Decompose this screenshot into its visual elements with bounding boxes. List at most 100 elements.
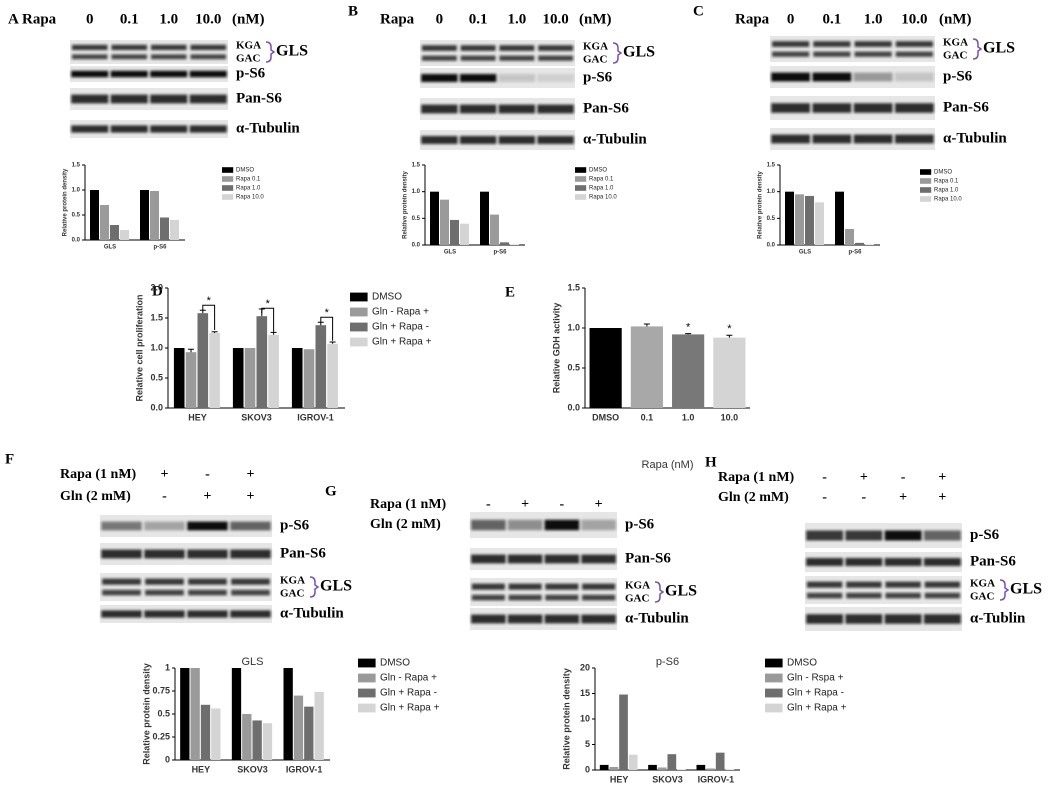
- bar: [480, 191, 489, 245]
- blot-band: [471, 519, 506, 531]
- panel-letter: F: [5, 451, 14, 467]
- y-tick-label: 0.0: [767, 243, 776, 249]
- blot-band: [813, 51, 851, 57]
- y-tick-label: 0: [165, 754, 170, 764]
- legend-label: Rapa 0.1: [236, 177, 261, 183]
- blot-band: [144, 521, 185, 531]
- bar: [628, 754, 638, 770]
- dose-label: 1.0: [508, 11, 527, 27]
- blot-background: [770, 66, 935, 88]
- x-tick-label: HEY: [610, 774, 629, 784]
- blot-band: [110, 94, 148, 104]
- blot-band: [188, 589, 227, 596]
- bar: [293, 695, 304, 760]
- error-bar: [643, 323, 650, 327]
- bar: [185, 352, 197, 408]
- legend-label: Gln + Rapa +: [787, 703, 847, 714]
- x-tick-label: IGROV-1: [286, 764, 323, 774]
- treatment-label: Gln (2 mM): [370, 517, 441, 532]
- y-tick-label: 0.5: [150, 372, 163, 382]
- blot-band: [460, 45, 496, 51]
- y-tick-label: 2.0: [150, 282, 163, 292]
- gls-label: GLS: [1010, 581, 1042, 598]
- treatment-label: Gln (2 mM): [60, 489, 131, 504]
- gac-label: GAC: [625, 593, 650, 605]
- bar: [677, 769, 686, 770]
- blot-band: [923, 558, 961, 566]
- bar: [619, 694, 628, 770]
- chart-title: GLS: [241, 656, 263, 668]
- pans6-label: Pan-S6: [280, 545, 326, 561]
- blot-band: [544, 519, 580, 531]
- sign: +: [247, 467, 255, 482]
- blot-band: [471, 583, 505, 590]
- blot-band: [894, 134, 934, 144]
- x-tick-label: GLS: [799, 250, 811, 256]
- sign: -: [205, 467, 210, 482]
- y-tick-label: 0.5: [157, 708, 170, 718]
- dose-label: 1.0: [159, 11, 178, 27]
- sign: +: [161, 467, 169, 482]
- blot-band: [771, 103, 811, 113]
- blot-background: [420, 98, 575, 120]
- blot-band: [581, 614, 616, 624]
- error-bar: [188, 348, 195, 353]
- kga-label: KGA: [236, 40, 261, 52]
- sign: -: [901, 470, 906, 485]
- blot-background: [70, 120, 228, 138]
- blot-band: [189, 70, 227, 78]
- blot-band: [545, 583, 579, 590]
- blot-band: [150, 125, 188, 133]
- annotation: *: [266, 298, 271, 310]
- gls-label: GLS: [983, 40, 1015, 57]
- legend-label: Rapa 1.0: [236, 186, 261, 192]
- gac-label: GAC: [943, 50, 968, 62]
- bar: [696, 764, 706, 770]
- kga-label: KGA: [943, 37, 968, 49]
- y-tick-label: 1.5: [150, 312, 163, 322]
- blot-band: [854, 51, 892, 57]
- legend-label: Gln - Rapa +: [380, 673, 437, 684]
- dose-label: 10.0: [901, 11, 927, 27]
- legend-swatch: [222, 194, 234, 200]
- blot-band: [537, 104, 574, 114]
- blot-band: [806, 592, 843, 599]
- blot-band: [187, 521, 228, 531]
- gls-label: GLS: [276, 43, 308, 60]
- y-tick-label: 0.5: [72, 213, 81, 219]
- legend-label: Gln + Rapa -: [787, 688, 844, 699]
- bar: [197, 313, 209, 408]
- bar: [599, 764, 609, 770]
- blot-band: [581, 554, 616, 564]
- y-tick-label: 1.0: [567, 322, 580, 332]
- legend-label: Gln + Rapa -: [380, 688, 437, 699]
- gac-label: GAC: [280, 588, 305, 600]
- legend-label: Gln - Rapa +: [372, 307, 429, 318]
- bar: [589, 328, 622, 408]
- x-tick-label: IGROV-1: [698, 774, 735, 784]
- bracket: [309, 576, 320, 598]
- blot-background: [100, 515, 272, 537]
- bar: [706, 768, 715, 770]
- blot-band: [544, 554, 580, 564]
- sign: +: [247, 489, 255, 504]
- panel-letter: A: [8, 11, 19, 27]
- blot-background: [100, 573, 272, 601]
- blot-background: [70, 66, 228, 82]
- blot-band: [471, 594, 505, 601]
- bracket: [999, 579, 1010, 601]
- blot-band: [471, 554, 506, 564]
- dose-label: 10.0: [195, 11, 221, 27]
- gac-label: GAC: [236, 53, 261, 65]
- blot-band: [924, 592, 961, 599]
- blot-background: [470, 578, 617, 606]
- legend-swatch: [358, 673, 376, 683]
- gls-label: GLS: [320, 578, 352, 595]
- bar: [231, 668, 242, 760]
- legend-swatch: [920, 169, 932, 175]
- bar: [232, 348, 244, 408]
- blot-band: [421, 45, 457, 51]
- dose-label: 1.0: [864, 11, 883, 27]
- blot-band: [188, 578, 227, 585]
- annotation: *: [727, 323, 732, 335]
